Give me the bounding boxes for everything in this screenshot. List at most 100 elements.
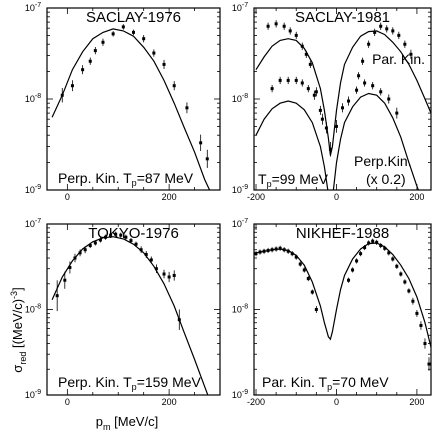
data-point: [282, 24, 286, 28]
data-point: [134, 242, 138, 246]
data-point: [395, 264, 399, 268]
x-tick-label: 200: [162, 397, 177, 407]
data-point: [149, 258, 153, 262]
data-point: [367, 42, 371, 46]
data-point: [387, 251, 391, 255]
data-point: [427, 362, 431, 366]
data-point: [109, 233, 113, 237]
data-point: [403, 280, 407, 284]
x-tick-label: 0: [334, 397, 339, 407]
data-point: [68, 265, 72, 269]
panels: 10-7 10-8 10-9 0 200 SACLAY-1976 Perp. Kin. Tp…: [25, 2, 432, 407]
y-tick-label: 10-7: [232, 2, 248, 13]
data-point: [266, 24, 270, 28]
data-point: [290, 252, 294, 256]
data-point: [379, 90, 383, 94]
data-point: [359, 252, 363, 256]
y-tick-label: 10-9: [232, 184, 248, 195]
data-point: [320, 117, 324, 121]
data-point: [88, 59, 92, 63]
x-tick-label: -200: [247, 192, 265, 202]
data-point: [63, 278, 67, 282]
y-tick-label: 10-8: [25, 93, 41, 104]
data-point: [347, 278, 351, 282]
data-point: [88, 244, 92, 248]
panel-2: 10-7 10-8 10-9-200 0 200 SACLAY-1981 Par. Kin.…: [232, 2, 432, 202]
data-point: [162, 272, 166, 276]
y-tick-label: 10-9: [25, 389, 41, 400]
y-tick-label: 10-9: [232, 389, 248, 400]
y-tick-label: 10-9: [25, 184, 41, 195]
data-point: [278, 246, 282, 250]
data-point: [334, 124, 338, 128]
y-axis-label: σred [(MeV/c)-3]: [9, 287, 28, 372]
data-point: [172, 84, 176, 88]
data-point: [152, 51, 156, 55]
data-point: [310, 290, 314, 294]
data-point: [93, 49, 97, 53]
panel-annotation: Perp. Kin. Tp=159 MeV: [58, 374, 202, 392]
x-tick-label: -200: [247, 397, 265, 407]
data-point: [363, 81, 367, 85]
data-point: [328, 147, 332, 151]
data-point: [355, 88, 359, 92]
x-tick-label: 200: [409, 192, 424, 202]
panel-title: SACLAY-1976: [86, 9, 181, 26]
data-point: [286, 78, 290, 82]
data-point: [70, 84, 74, 88]
x-tick-label: 0: [65, 397, 70, 407]
data-point: [383, 246, 387, 250]
data-point: [98, 238, 102, 242]
theory-curve: [51, 28, 211, 190]
panel-annotation: Perp. Kin. Tp=87 MeV: [58, 170, 194, 188]
data-point: [385, 27, 389, 31]
data-point: [351, 268, 355, 272]
data-point: [304, 52, 308, 56]
x-tick-label: 0: [65, 192, 70, 202]
data-point: [119, 233, 123, 237]
panel-annotation: Perp.Kin.: [354, 153, 412, 169]
data-point: [162, 62, 166, 66]
data-point: [274, 22, 278, 26]
data-point: [397, 33, 401, 37]
data-point: [411, 299, 415, 303]
data-point: [308, 62, 312, 66]
data-point: [367, 241, 371, 245]
data-point: [306, 87, 310, 91]
panel-1: 10-7 10-8 10-9 0 200 SACLAY-1976 Perp. Kin. Tp…: [25, 2, 221, 202]
y-tick-label: 10-8: [25, 304, 41, 315]
data-point: [415, 311, 419, 315]
data-point: [399, 272, 403, 276]
panel-annotation: Par. Kin. Tp=70 MeV: [262, 374, 389, 392]
data-point: [142, 37, 146, 41]
data-point: [314, 90, 318, 94]
data-point: [167, 275, 171, 279]
data-point: [154, 267, 158, 271]
theory-curve: [255, 92, 420, 190]
data-point: [355, 259, 359, 263]
data-point: [294, 33, 298, 37]
panel-4: 10-7 10-8 10-9-200 0 200 NIKHEF-1988 Par. Kin.…: [232, 218, 432, 407]
data-point: [407, 289, 411, 293]
data-point: [300, 81, 304, 85]
data-point: [363, 246, 367, 250]
data-point: [419, 323, 423, 327]
data-point: [409, 52, 413, 56]
data-point: [318, 108, 322, 112]
data-point: [371, 84, 375, 88]
y-tick-label: 10-7: [25, 2, 41, 13]
data-point: [373, 30, 377, 34]
data-point: [302, 268, 306, 272]
data-point: [403, 42, 407, 46]
data-point: [278, 78, 282, 82]
data-point: [93, 241, 97, 245]
data-point: [395, 111, 399, 115]
data-point: [144, 252, 148, 256]
data-point: [391, 29, 395, 33]
y-tick-label: 10-8: [232, 304, 248, 315]
data-point: [139, 248, 143, 252]
data-point: [387, 97, 391, 101]
plot-frame: [46, 7, 221, 191]
data-point: [185, 106, 189, 110]
data-point: [124, 235, 128, 239]
